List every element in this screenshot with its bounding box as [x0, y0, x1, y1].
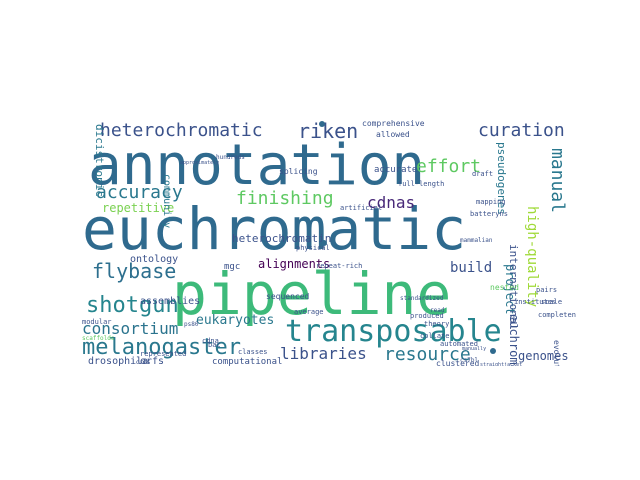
word-bac: bac: [208, 341, 221, 349]
word-effort: effort: [416, 156, 481, 177]
dot-mark: [321, 240, 327, 246]
word-splicing: splicing: [279, 167, 318, 176]
word-pairs: pairs: [536, 286, 557, 294]
word-pipeline: pipeline: [172, 260, 451, 328]
word-mgc: mgc: [224, 262, 240, 272]
word-cdnas: cdnas: [367, 193, 415, 212]
word-accuracy: accuracy: [96, 182, 183, 203]
word-pseudogenes: pseudogenes: [495, 142, 508, 215]
word-annotation: annotation: [88, 133, 425, 198]
word-eukaryotes: eukaryotes: [196, 313, 274, 328]
word-completeness: completeness: [538, 311, 576, 319]
word-computational: computational: [212, 357, 282, 366]
word-riken: riken: [298, 119, 358, 143]
word-full-length: full-length: [398, 180, 444, 188]
word-standardized: standardized: [400, 295, 444, 302]
word-allowed: allowed: [376, 130, 410, 139]
word-orfs: orfs: [136, 359, 151, 366]
word-repetitive: repetitive: [102, 201, 174, 215]
word-theory: theory: [424, 320, 449, 328]
word-accurate: accurate: [374, 165, 417, 175]
word-straightjacket: straightjacket: [480, 362, 522, 366]
word-finishing: finishing: [236, 188, 334, 209]
word-euchromatin: euchromatin: [507, 314, 521, 366]
word-represented: represented: [140, 350, 186, 358]
word-clustered: clustered: [436, 359, 480, 366]
word-repeat-rich: repeat-rich: [316, 262, 362, 270]
word-flybase: flybase: [92, 259, 176, 283]
word-hundreds: hundreds: [216, 154, 245, 161]
dot-mark: [490, 348, 496, 354]
word-draft: draft: [472, 170, 493, 178]
word-build: build: [450, 260, 492, 276]
word-collate: collate: [420, 332, 450, 340]
word-alignments: alignments: [258, 257, 330, 271]
word-approximately: approximately: [180, 160, 219, 166]
word-scale: scale: [541, 298, 562, 306]
word-nested: nested: [490, 283, 519, 292]
word-manual: manual: [547, 148, 568, 213]
word-physical: physical: [296, 244, 330, 252]
word-consortium: consortium: [82, 319, 178, 338]
word-libraries: libraries: [280, 344, 367, 363]
word-international: international: [507, 244, 520, 330]
word-classes: classes: [238, 348, 268, 356]
word-cloud: annotationeuchromaticpipelinetransposabl…: [82, 119, 576, 366]
word-read: read: [430, 307, 445, 314]
word-assemblies: assemblies: [140, 296, 200, 307]
word-produced: produced: [410, 312, 444, 320]
word-automated: automated: [440, 340, 478, 348]
word-community: community: [161, 174, 172, 228]
word-shotgun: shotgun: [86, 293, 179, 318]
word-cs7bl: cs7bl: [460, 357, 478, 364]
word-sequenced: sequenced: [266, 292, 310, 301]
word-transposable: transposable: [285, 314, 502, 349]
word-euchromatic: euchromatic: [82, 195, 466, 263]
word-high-quality: high-quality: [524, 206, 540, 307]
word-mapping: mapping: [476, 198, 506, 206]
word-dicistronic: dicistronic: [93, 124, 106, 197]
word-melanogaster: melanogaster: [82, 335, 241, 360]
word-project: project: [503, 264, 517, 315]
word-heterochromatic: heterochromatic: [100, 120, 263, 141]
word-average: average: [294, 308, 324, 316]
word-batteryns: batteryns: [470, 210, 508, 218]
word-drosophila: drosophila: [88, 356, 148, 366]
word-ps80: ps80: [184, 321, 199, 328]
word-mammalian: mammalian: [460, 237, 493, 244]
word-orfs: orfs: [140, 356, 164, 366]
word-ontology: ontology: [130, 254, 178, 265]
word-resource: resource: [384, 344, 471, 365]
word-scaffolds: scaffolds: [82, 335, 115, 342]
word-heterochromatin: heterochromatin: [232, 232, 331, 245]
word-genomes: genomes: [518, 349, 569, 363]
word-cdna: cdna: [202, 337, 219, 345]
word-institutes: institutes: [514, 298, 556, 306]
word-manually: manually: [462, 346, 486, 352]
word-artificial: artificial: [340, 204, 382, 212]
word-evolutionary: evolutionary: [552, 340, 561, 366]
word-curation: curation: [478, 120, 565, 141]
word-comprehensive: comprehensive: [362, 119, 425, 128]
dot-mark: [319, 121, 325, 127]
word-modular: modular: [82, 318, 112, 326]
